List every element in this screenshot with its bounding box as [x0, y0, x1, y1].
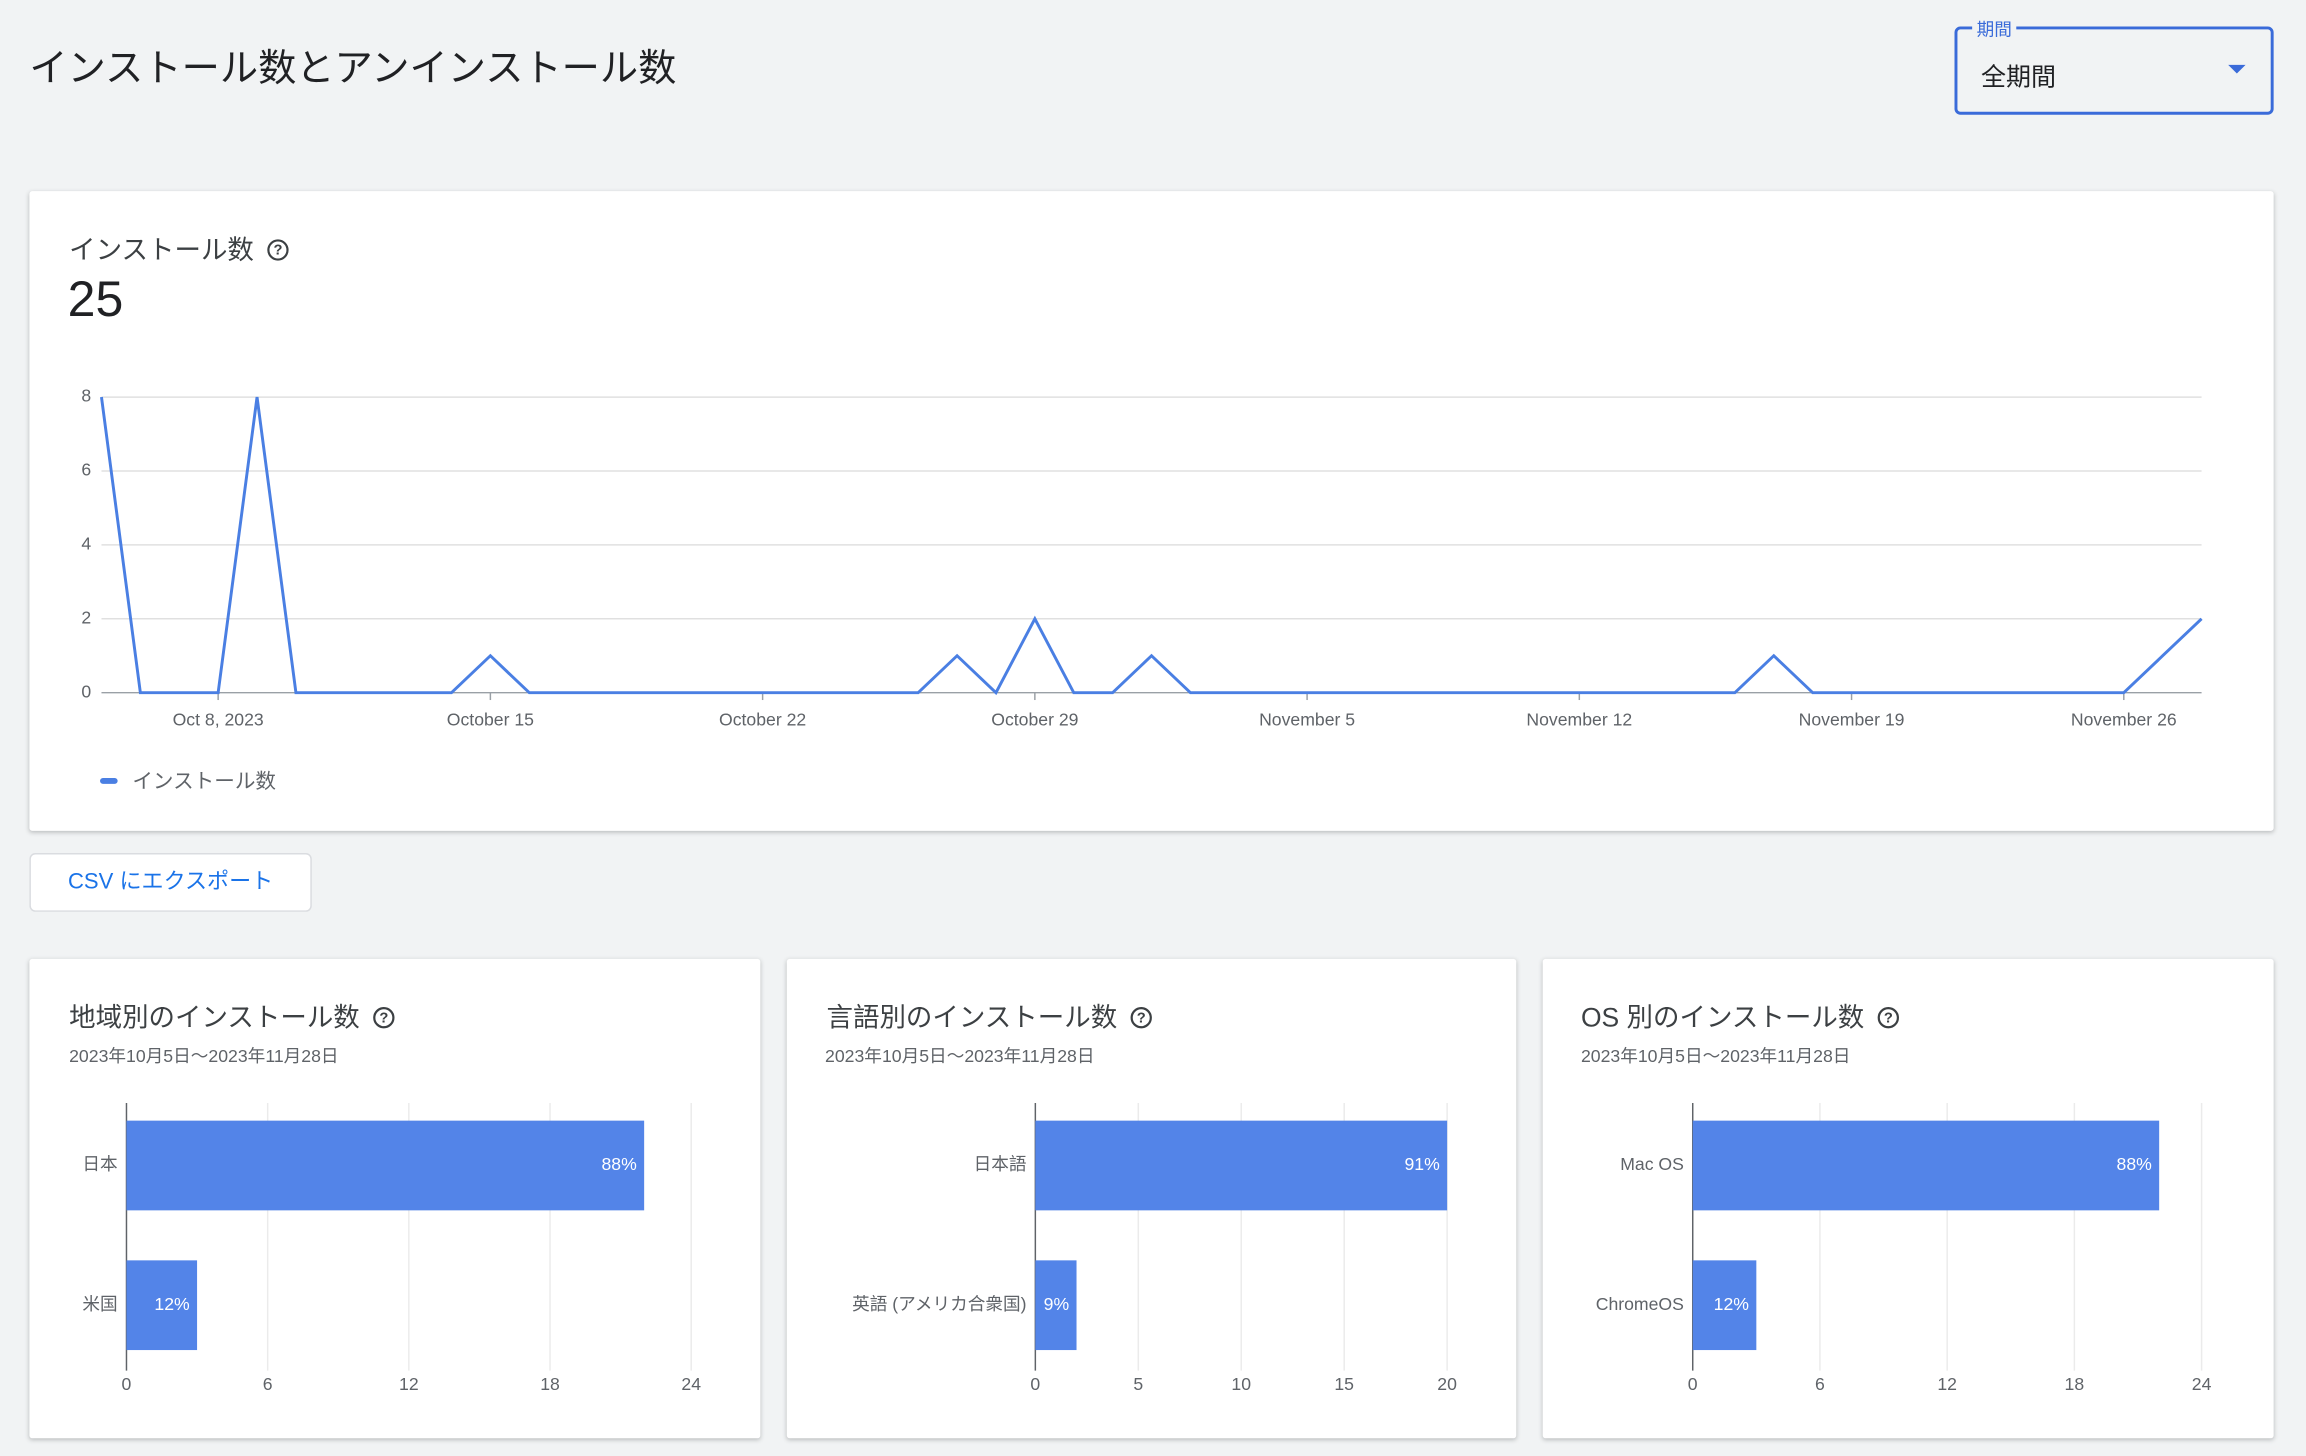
installs-card: インストール数? 25	[29, 191, 2274, 831]
svg-text:?: ?	[273, 243, 282, 259]
svg-text:?: ?	[1883, 1010, 1892, 1026]
card-title: OS 別のインストール数?	[1581, 997, 1900, 1035]
card-title: 地域別のインストール数?	[69, 997, 395, 1035]
title-text: OS 別のインストール数	[1580, 1002, 1865, 1033]
help-icon[interactable]: ?	[1129, 1006, 1153, 1030]
page-title: インストール数とアンインストール数	[29, 45, 677, 90]
dropdown-arrow	[2228, 64, 2246, 74]
export-button[interactable]: CSV にエクスポート	[29, 852, 312, 912]
breakdown-card: 地域別のインストール数? 2023年10月5日〜2023年11月28日	[29, 958, 761, 1439]
help-icon[interactable]: ?	[1876, 1006, 1900, 1030]
card-subtitle: 2023年10月5日〜2023年11月28日	[69, 1045, 339, 1067]
card-subtitle: 2023年10月5日〜2023年11月28日	[825, 1045, 1095, 1067]
card-title: インストール数?	[69, 229, 289, 267]
help-icon[interactable]: ?	[372, 1006, 396, 1030]
help-icon[interactable]: ?	[266, 238, 290, 262]
period-label: 期間	[1972, 16, 2017, 42]
period-value: 全期間	[1980, 63, 2056, 92]
title-text: 地域別のインストール数	[69, 1002, 360, 1033]
period-select[interactable]: 期間 全期間	[1954, 16, 2274, 115]
title-text: インストール数	[69, 235, 254, 265]
total-installs: 25	[67, 272, 124, 328]
svg-text:?: ?	[1136, 1010, 1145, 1026]
breakdown-card: 言語別のインストール数? 2023年10月5日〜2023年11月28日	[786, 958, 1517, 1439]
title-text: 言語別のインストール数	[826, 1002, 1118, 1033]
svg-text:?: ?	[379, 1010, 388, 1026]
breakdown-card: OS 別のインストール数? 2023年10月5日〜2023年11月28日	[1542, 958, 2274, 1439]
card-subtitle: 2023年10月5日〜2023年11月28日	[1580, 1045, 1851, 1067]
card-title: 言語別のインストール数?	[827, 997, 1153, 1035]
